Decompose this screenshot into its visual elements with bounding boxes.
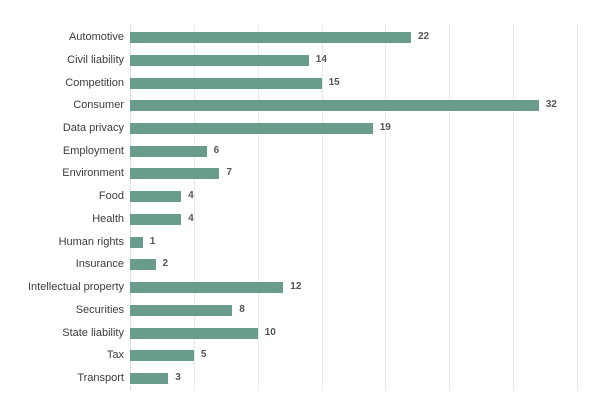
bar [130,282,284,293]
bar [130,213,182,225]
category-label: Civil liability [67,53,124,66]
bar [130,304,233,316]
zero-gridline [130,25,131,390]
category-label: Consumer [73,99,124,112]
bar [130,236,143,248]
bar-row: State liability 10 [0,322,602,344]
category-label: Transport [77,371,124,384]
gridline [257,25,259,390]
bar [130,259,156,271]
bar-row: Intellectual property 12 [0,276,602,298]
bar-row: Food 4 [0,185,602,207]
bar-row: Health 4 [0,208,602,230]
bar [130,32,411,43]
bar [130,100,539,112]
bar [130,168,220,180]
category-label: Competition [65,76,124,89]
value-label: 6 [213,144,220,156]
bar [130,54,309,66]
gridline [193,25,195,390]
value-label: 8 [239,303,245,315]
bar [130,145,207,157]
category-label: Human rights [58,235,124,248]
bar-row: Civil liability 14 [0,49,602,71]
bar-row: Environment 7 [0,162,602,184]
category-label: Health [92,212,124,225]
category-label: Data privacy [62,121,124,134]
bar-row: Data privacy 19 [0,117,602,139]
gridline [321,25,323,390]
category-label: Securities [75,303,124,316]
gridline [449,25,451,390]
category-label: Employment [62,144,124,157]
bar [130,191,182,203]
value-label: 4 [188,190,194,202]
gridline [513,25,515,390]
bar [130,77,322,89]
value-label: 15 [328,76,340,88]
bar-row: Insurance 2 [0,253,602,275]
value-label: 12 [290,281,302,292]
value-label: 32 [545,99,557,111]
category-label: Food [98,190,124,203]
category-label: Intellectual property [28,281,124,293]
category-label: Automotive [68,31,124,43]
value-label: 4 [188,212,194,224]
value-label: 22 [418,31,430,42]
bar-row: Transport 3 [0,367,602,389]
gridline [385,25,387,390]
bar-row: Tax 5 [0,344,602,366]
value-label: 19 [379,121,391,133]
bar-row: Securities 8 [0,299,602,321]
value-label: 3 [175,371,181,383]
bar [130,372,169,384]
bar-row: Competition 15 [0,72,602,94]
category-label: Tax [106,349,124,362]
category-label: Environment [62,167,124,180]
bar-row: Automotive 22 [0,26,602,48]
bar-row: Consumer 32 [0,94,602,116]
value-label: 5 [200,349,207,361]
bar-row: Human rights 1 [0,231,602,253]
bar-row: Employment 6 [0,140,602,162]
value-label: 2 [162,258,169,270]
value-label: 7 [226,167,232,179]
value-label: 14 [315,53,327,65]
bar [130,350,194,362]
category-label: State liability [62,326,124,339]
bar [130,122,373,134]
value-label: 10 [264,326,276,338]
value-label: 1 [149,235,156,247]
category-label: Insurance [75,258,124,271]
gridline [577,25,578,390]
bar [130,327,258,339]
